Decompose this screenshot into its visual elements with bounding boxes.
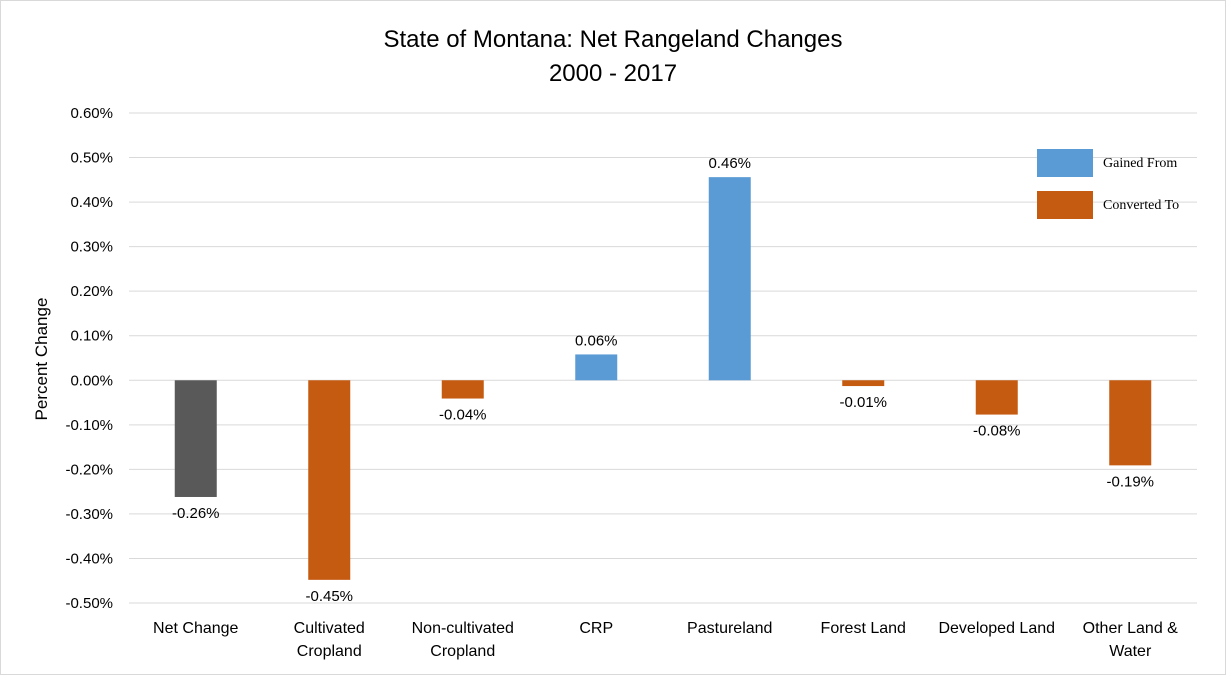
y-tick-label: 0.60% [70, 105, 113, 122]
category-label: Cultivated [294, 620, 365, 637]
legend-swatch [1037, 149, 1093, 177]
category-label: Other Land & [1083, 620, 1179, 637]
bar [441, 380, 484, 399]
data-label: -0.08% [973, 423, 1021, 440]
category-label: Cropland [430, 643, 495, 660]
y-tick-label: -0.50% [65, 595, 113, 612]
legend-swatch [1037, 191, 1093, 219]
legend: Gained From Converted To [1037, 149, 1179, 219]
chart-title-line-2: 2000 - 2017 [549, 60, 677, 87]
y-tick-label: -0.40% [65, 550, 113, 567]
y-tick-label: 0.50% [70, 150, 113, 167]
legend-label: Converted To [1103, 198, 1179, 213]
y-tick-labels: 0.60% 0.50% 0.40% 0.30% 0.20% 0.10% 0.00% -0.10… [65, 105, 113, 612]
y-tick-label: 0.10% [70, 328, 113, 345]
y-axis-label: Percent Change [32, 298, 51, 421]
data-label: 0.06% [575, 332, 618, 349]
gridlines [129, 112, 1197, 604]
data-label: -0.26% [172, 505, 220, 522]
y-tick-label: 0.20% [70, 283, 113, 300]
category-label: Non-cultivated [412, 620, 514, 637]
data-label: -0.04% [439, 407, 487, 424]
bar [308, 380, 351, 580]
bar [575, 354, 618, 381]
y-tick-label: -0.10% [65, 417, 113, 434]
category-label: CRP [579, 620, 613, 637]
y-tick-label: -0.20% [65, 461, 113, 478]
data-label: -0.45% [305, 588, 353, 605]
category-label: Water [1109, 643, 1152, 660]
bar [842, 380, 885, 387]
category-label: Developed Land [938, 620, 1055, 637]
bar [708, 177, 751, 381]
y-tick-label: 0.30% [70, 239, 113, 256]
data-label: -0.01% [839, 394, 887, 411]
y-tick-label: -0.30% [65, 506, 113, 523]
data-label: -0.19% [1106, 473, 1154, 490]
data-labels: -0.26% -0.45% -0.04% 0.06% 0.46% -0.01% -0.08%… [172, 155, 1154, 605]
category-label: Forest Land [821, 620, 906, 637]
category-labels: Net Change Cultivated Cropland Non-cultivat… [153, 620, 1178, 660]
bar [975, 380, 1018, 415]
y-tick-label: 0.40% [70, 194, 113, 211]
chart-title-line-1: State of Montana: Net Rangeland Changes [384, 26, 843, 53]
data-label: 0.46% [708, 155, 751, 172]
category-label: Pastureland [687, 620, 772, 637]
y-tick-label: 0.00% [70, 372, 113, 389]
bars [174, 177, 1152, 580]
bar [1109, 380, 1152, 466]
category-label: Net Change [153, 620, 238, 637]
category-label: Cropland [297, 643, 362, 660]
legend-label: Gained From [1103, 156, 1177, 171]
bar [174, 380, 217, 497]
